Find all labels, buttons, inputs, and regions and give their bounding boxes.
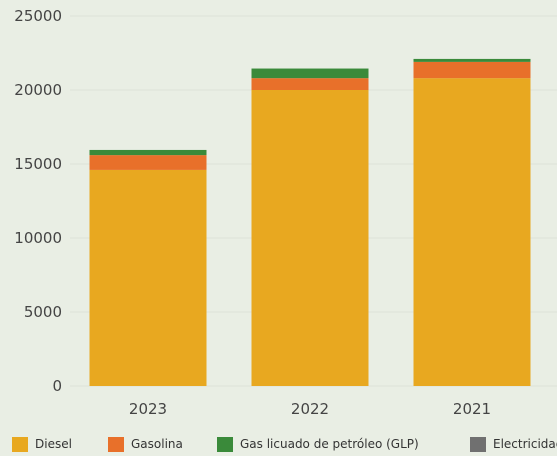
bar-segment-2023-diesel[interactable] [89, 169, 207, 386]
legend-swatch [470, 436, 486, 452]
legend-swatch [12, 436, 28, 452]
x-tick-label: 2022 [291, 400, 329, 418]
y-tick-label: 10000 [14, 229, 62, 247]
y-tick-label: 5000 [24, 303, 62, 321]
bar-segment-2023-gas-licuado-de-petr-leo-glp-[interactable] [89, 149, 207, 156]
bar-segment-2021-diesel[interactable] [413, 78, 531, 386]
bar-segment-2022-diesel[interactable] [251, 90, 369, 386]
bar-segment-2022-gasolina[interactable] [251, 78, 369, 90]
bar-segment-2023-gasolina[interactable] [89, 155, 207, 170]
legend-label: Gasolina [131, 437, 183, 451]
x-tick-label: 2023 [129, 400, 167, 418]
y-tick-label: 0 [52, 377, 62, 395]
legend-item[interactable]: Gas licuado de petróleo (GLP) [217, 434, 419, 454]
legend-item[interactable]: Gasolina [108, 434, 183, 454]
legend-item[interactable]: Diesel [12, 434, 72, 454]
chart-legend: Diesel Gasolina Gas licuado de petróleo (G… [12, 434, 557, 454]
legend-label: Electricidad [493, 437, 557, 451]
legend-label: Diesel [35, 437, 72, 451]
x-tick-label: 2021 [453, 400, 491, 418]
bar-segment-2022-gas-licuado-de-petr-leo-glp-[interactable] [251, 68, 369, 79]
chart-plot: 0 5000 10000 15000 20000 25000 2023 2022 2021 [14, 7, 557, 418]
y-tick-label: 20000 [14, 81, 62, 99]
legend-item[interactable]: Electricidad [470, 434, 557, 454]
y-tick-label: 15000 [14, 155, 62, 173]
y-tick-label: 25000 [14, 7, 62, 25]
bar-segment-2021-gas-licuado-de-petr-leo-glp-[interactable] [413, 58, 531, 62]
bar-segment-2021-gasolina[interactable] [413, 61, 531, 79]
legend-swatch [108, 436, 124, 452]
legend-label: Gas licuado de petróleo (GLP) [240, 437, 419, 451]
legend-swatch [217, 436, 233, 452]
